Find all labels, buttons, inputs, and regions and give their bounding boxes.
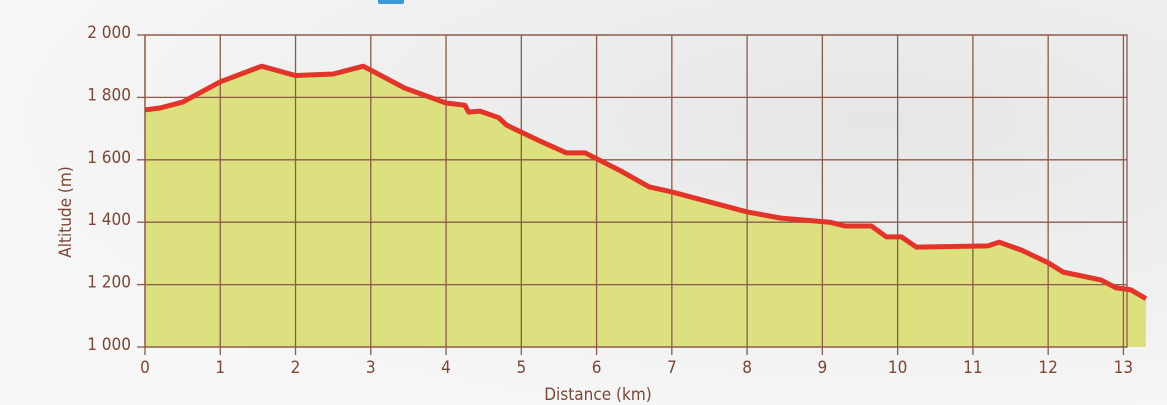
icon xyxy=(378,0,404,4)
x-tick-label: 3 xyxy=(366,358,376,378)
plot-frame xyxy=(144,34,1128,348)
y-axis-label: Altitude (m) xyxy=(56,166,76,257)
x-tick-label: 11 xyxy=(963,358,982,378)
x-tick-label: 8 xyxy=(742,358,752,378)
x-axis-label: Distance (km) xyxy=(544,385,651,405)
y-tick-label: 1 400 xyxy=(87,210,131,230)
y-tick-label: 1 800 xyxy=(87,85,131,105)
y-tick-label: 1 000 xyxy=(87,335,131,355)
x-tick-label: 13 xyxy=(1114,358,1133,378)
x-tick-label: 12 xyxy=(1038,358,1057,378)
x-tick-label: 4 xyxy=(441,358,451,378)
x-tick-label: 6 xyxy=(592,358,602,378)
x-tick-label: 7 xyxy=(667,358,677,378)
x-tick-label: 10 xyxy=(888,358,907,378)
x-tick-label: 1 xyxy=(215,358,225,378)
elevation-line xyxy=(144,63,1148,301)
y-tick-label: 1 200 xyxy=(87,273,131,293)
x-tick-label: 9 xyxy=(818,358,828,378)
x-tick-label: 5 xyxy=(516,358,526,378)
x-tick-label: 2 xyxy=(291,358,301,378)
y-tick-label: 1 600 xyxy=(87,148,131,168)
x-tick-label: 0 xyxy=(140,358,150,378)
y-tick-label: 2 000 xyxy=(87,23,131,43)
area-fill xyxy=(145,66,1146,347)
